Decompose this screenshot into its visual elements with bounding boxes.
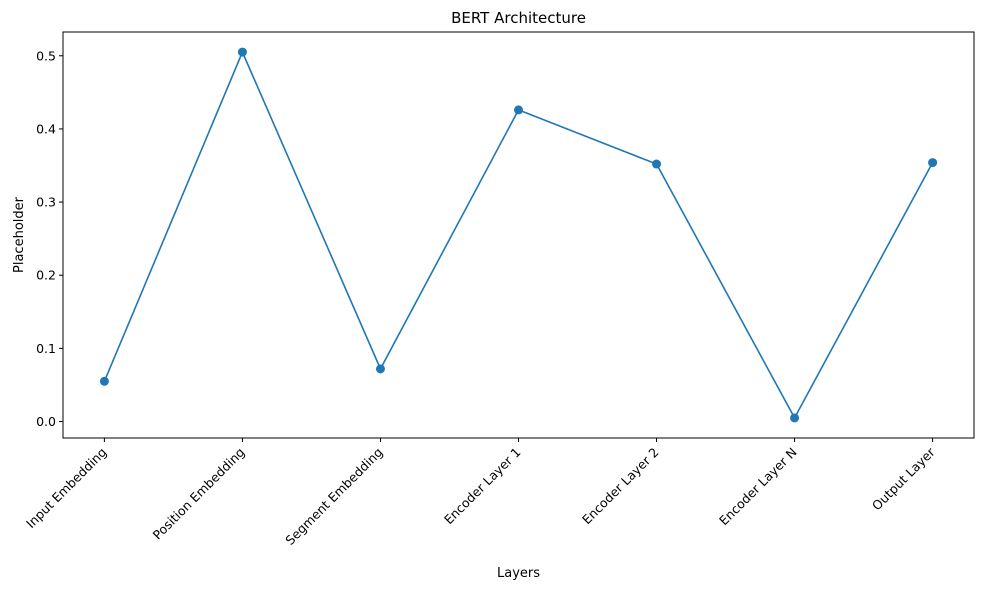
y-axis-label: Placeholder <box>12 196 27 273</box>
y-tick-label: 0.2 <box>36 268 56 283</box>
data-point <box>237 47 247 57</box>
y-tick-label: 0.0 <box>36 414 56 429</box>
data-point <box>652 159 662 169</box>
y-axis: 0.0 0.1 0.2 0.3 0.4 0.5 <box>36 48 63 429</box>
y-tick-label: 0.4 <box>36 121 56 136</box>
x-axis-label: Layers <box>497 566 540 581</box>
data-point <box>375 364 385 374</box>
y-tick-label: 0.5 <box>36 48 56 63</box>
y-tick-label: 0.3 <box>36 195 56 210</box>
data-point <box>514 105 523 115</box>
data-point <box>790 413 800 423</box>
data-point <box>928 158 938 168</box>
y-tick-label: 0.1 <box>36 341 56 356</box>
data-point <box>99 376 109 386</box>
series-group <box>99 47 938 423</box>
chart-title: BERT Architecture <box>451 9 586 27</box>
